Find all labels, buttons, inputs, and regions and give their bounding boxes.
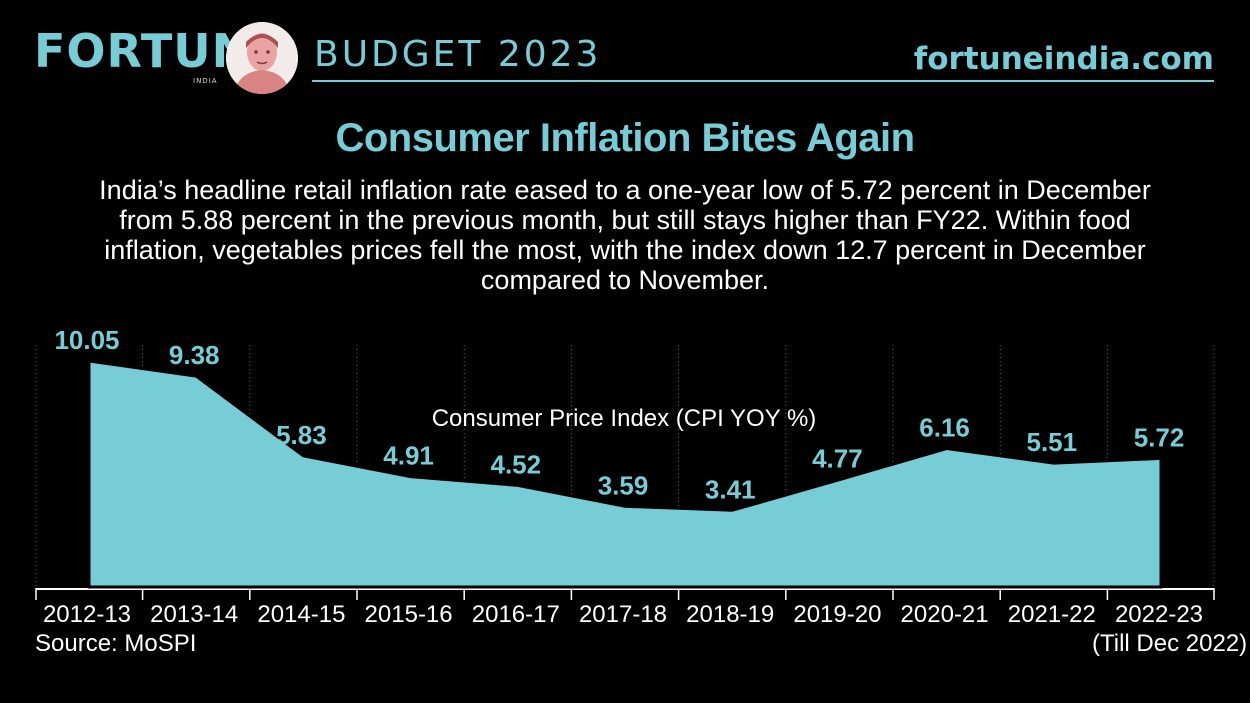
value-label: 10.05 <box>54 325 119 355</box>
x-tick-label: 2019-20 <box>793 601 881 628</box>
x-tick-label: 2016-17 <box>472 601 560 628</box>
x-tick-label: 2017-18 <box>579 601 667 628</box>
description: India’s headline retail inflation rate e… <box>99 175 1151 295</box>
x-tick-label: 2015-16 <box>365 601 453 628</box>
x-tick-label: 2020-21 <box>901 601 989 628</box>
value-label: 5.83 <box>276 420 327 450</box>
value-label: 3.59 <box>598 470 649 500</box>
last-category-note: (Till Dec 2022) <box>1092 630 1248 657</box>
value-labels: 10.05 9.38 5.83 4.91 4.52 3.59 3.41 4.77 6.16 5.5… <box>54 325 1184 504</box>
value-label: 6.16 <box>919 412 970 442</box>
x-tick-label: 2021-22 <box>1008 601 1096 628</box>
x-tick-label: 2014-15 <box>257 601 345 628</box>
avatar <box>226 22 298 94</box>
x-tick-label: 2013-14 <box>150 601 238 628</box>
cpi-area <box>87 359 1163 589</box>
site-link[interactable]: fortuneindia.com <box>913 41 1214 77</box>
header-divider <box>312 80 1214 82</box>
page-title: Consumer Inflation Bites Again <box>335 116 915 160</box>
brand-sub: INDIA <box>193 77 218 85</box>
x-tick-label: 2012-13 <box>43 601 131 628</box>
chart-title: Consumer Price Index (CPI YOY %) <box>432 405 817 432</box>
value-label: 4.77 <box>812 444 863 474</box>
value-label: 4.91 <box>383 441 434 471</box>
chart-grid <box>35 345 1215 600</box>
x-tick-label: 2018-19 <box>686 601 774 628</box>
value-label: 9.38 <box>169 340 220 370</box>
value-label: 4.52 <box>490 449 541 479</box>
value-label: 3.41 <box>705 474 756 504</box>
value-label: 5.72 <box>1134 422 1185 452</box>
source-note: Source: MoSPI <box>35 630 197 657</box>
section-title: BUDGET 2023 <box>314 34 602 75</box>
x-tick-labels: 2012-13 2013-14 2014-15 2015-16 2016-17 2017-… <box>43 601 1203 628</box>
x-tick-label: 2022-23 <box>1115 601 1203 628</box>
value-label: 5.51 <box>1026 427 1077 457</box>
